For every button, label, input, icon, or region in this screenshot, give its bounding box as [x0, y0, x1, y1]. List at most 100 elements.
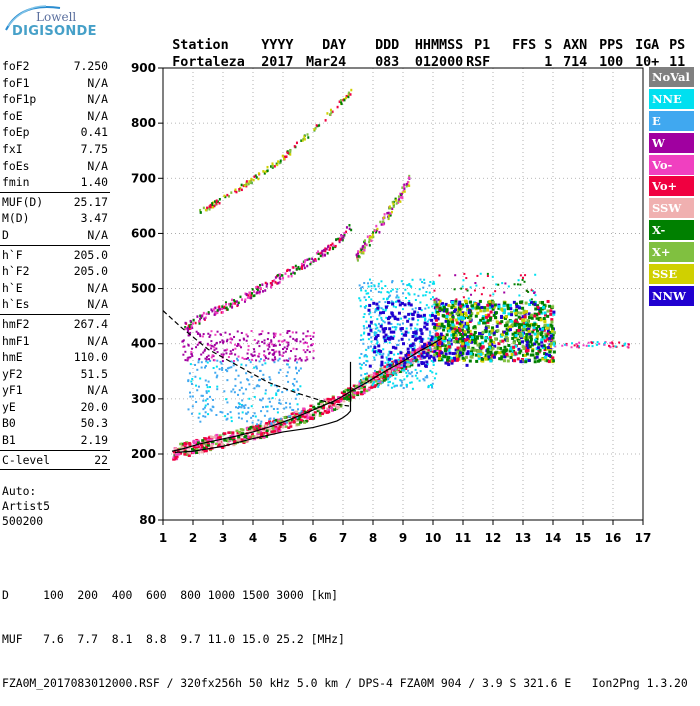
- echo-point: [312, 331, 315, 334]
- echo-point: [618, 341, 621, 344]
- echo-point: [234, 378, 237, 381]
- echo-point: [541, 335, 545, 339]
- x-tick-label: 7: [339, 531, 347, 545]
- echo-point: [598, 342, 601, 345]
- echo-point: [414, 298, 417, 301]
- echo-point: [430, 318, 434, 322]
- echo-point: [364, 353, 367, 356]
- param-value: N/A: [87, 297, 108, 312]
- echo-point: [237, 355, 240, 358]
- echo-point: [263, 414, 266, 417]
- echo-point: [384, 373, 388, 377]
- echo-point: [279, 333, 282, 336]
- echo-point: [406, 353, 410, 357]
- echo-point: [513, 283, 516, 286]
- param-row: fmin 1.40: [0, 174, 110, 191]
- echo-point: [387, 361, 390, 364]
- echo-point: [293, 145, 296, 148]
- echo-point: [204, 357, 207, 360]
- echo-point: [368, 296, 371, 299]
- echo-point: [532, 301, 536, 305]
- echo-point: [420, 337, 424, 341]
- echo-point: [462, 358, 466, 362]
- echo-point: [299, 367, 302, 370]
- echo-point: [226, 348, 229, 351]
- echo-point: [464, 301, 468, 305]
- echo-point: [377, 304, 380, 307]
- echo-point: [310, 415, 314, 418]
- echo-point: [535, 313, 539, 317]
- echo-point: [492, 293, 495, 296]
- echo-point: [261, 330, 264, 333]
- echo-point: [390, 365, 394, 368]
- echo-point: [364, 378, 368, 381]
- param-row: h`E N/A: [0, 280, 110, 297]
- echo-point: [535, 316, 539, 320]
- echo-point: [276, 274, 279, 277]
- echo-point: [308, 257, 311, 261]
- echo-point: [474, 282, 477, 285]
- echo-point: [525, 310, 529, 314]
- echo-point: [578, 345, 581, 348]
- echo-point: [367, 285, 370, 288]
- echo-point: [573, 344, 576, 347]
- echo-point: [436, 310, 440, 314]
- echo-point: [186, 330, 189, 333]
- echo-point: [397, 201, 400, 204]
- param-label: D: [2, 227, 9, 242]
- echo-point: [435, 333, 439, 337]
- echo-point: [272, 349, 275, 352]
- echo-point: [205, 384, 208, 387]
- echo-point: [370, 281, 373, 284]
- echo-point: [399, 200, 402, 203]
- echo-point: [496, 329, 500, 333]
- echo-point: [285, 341, 288, 344]
- echo-point: [381, 327, 385, 331]
- echo-point: [204, 366, 207, 369]
- echo-point: [437, 326, 441, 330]
- echo-point: [546, 359, 550, 363]
- echo-point: [244, 292, 247, 295]
- echo-point: [236, 330, 239, 333]
- echo-point: [389, 301, 392, 304]
- echo-point: [536, 346, 540, 350]
- echo-point: [407, 331, 410, 334]
- echo-point: [508, 349, 512, 353]
- echo-point: [179, 442, 183, 446]
- echo-point: [514, 308, 518, 312]
- echo-point: [250, 330, 253, 333]
- echo-point: [398, 323, 401, 326]
- echo-point: [302, 264, 305, 267]
- echo-point: [362, 325, 365, 328]
- echo-point: [366, 355, 369, 358]
- echo-point: [408, 299, 411, 302]
- echo-point: [400, 364, 403, 367]
- echo-point: [438, 356, 442, 360]
- echo-point: [369, 375, 373, 378]
- echo-point: [444, 344, 448, 348]
- echo-point: [409, 381, 412, 384]
- echo-point: [216, 200, 219, 203]
- echo-point: [240, 438, 244, 441]
- echo-point: [522, 309, 526, 313]
- echo-point: [455, 329, 459, 333]
- echo-point: [288, 330, 291, 333]
- echo-point: [521, 345, 525, 349]
- echo-point: [404, 359, 408, 362]
- echo-point: [189, 395, 192, 398]
- echo-point: [457, 302, 461, 306]
- echo-point: [360, 384, 364, 388]
- echo-point: [446, 358, 450, 362]
- echo-point: [465, 321, 469, 325]
- echo-point: [541, 305, 545, 309]
- echo-point: [299, 340, 302, 343]
- echo-point: [377, 344, 381, 348]
- echo-point: [484, 308, 488, 312]
- echo-point: [349, 93, 352, 96]
- echo-point: [390, 210, 393, 214]
- echo-point: [270, 340, 273, 343]
- echo-point: [517, 279, 520, 282]
- echo-point: [215, 199, 218, 202]
- echo-point: [250, 405, 253, 408]
- echo-point: [253, 338, 256, 341]
